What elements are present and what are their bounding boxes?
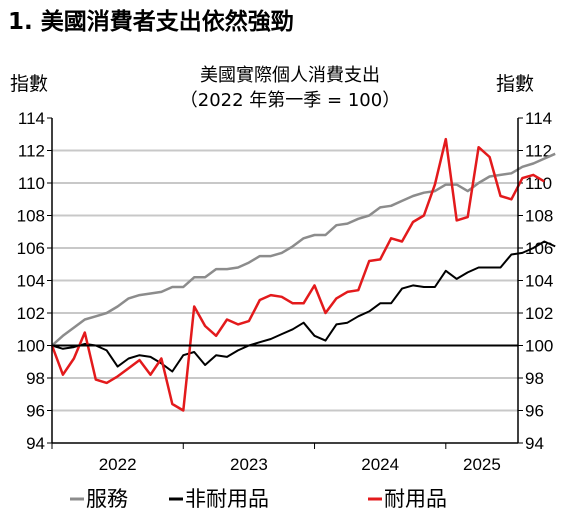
x-tick-label: 2024 bbox=[361, 455, 399, 474]
y-tick-label-right: 96 bbox=[525, 402, 544, 421]
x-tick-label: 2023 bbox=[230, 455, 268, 474]
y-tick-label-right: 100 bbox=[525, 337, 553, 356]
series-line-1 bbox=[51, 240, 556, 373]
legend-label-services: 服務 bbox=[86, 487, 128, 511]
y-tick-label-right: 94 bbox=[525, 434, 544, 453]
y-tick-label-right: 114 bbox=[525, 109, 552, 128]
y-tick-label-right: 102 bbox=[525, 304, 553, 323]
y-ticks-right: 94 96 98 100 102 104 106 108 110 112 114 bbox=[518, 109, 553, 453]
y-tick-label-left: 96 bbox=[26, 402, 45, 421]
y-tick-label-right: 110 bbox=[525, 174, 552, 193]
y-tick-label-left: 100 bbox=[17, 337, 45, 356]
y-tick-label-left: 110 bbox=[18, 174, 45, 193]
legend-label-durables: 耐用品 bbox=[384, 487, 447, 511]
y-tick-label-right: 98 bbox=[525, 369, 544, 388]
y-tick-label-right: 108 bbox=[525, 207, 553, 226]
y-tick-label-left: 106 bbox=[17, 239, 45, 258]
y-tick-label-right: 112 bbox=[525, 142, 552, 161]
legend-label-nondurables: 非耐用品 bbox=[185, 487, 269, 511]
y-axis-label-right: 指數 bbox=[496, 73, 534, 95]
y-axis-label-left: 指數 bbox=[10, 73, 48, 95]
y-tick-label-left: 108 bbox=[17, 207, 45, 226]
axes bbox=[51, 118, 519, 444]
y-tick-label-right: 104 bbox=[525, 272, 553, 291]
y-tick-label-right: 106 bbox=[525, 239, 553, 258]
x-ticks: 2022 2023 2024 2025 bbox=[51, 443, 501, 474]
y-ticks-left: 94 96 98 100 102 104 106 108 110 112 114 bbox=[17, 109, 52, 453]
chart-subtitle: （2022 年第一季 = 100） bbox=[180, 90, 400, 111]
series-line-2 bbox=[50, 137, 545, 412]
gridlines bbox=[52, 149, 518, 412]
legend: 服務 非耐用品 耐用品 bbox=[70, 487, 447, 511]
y-tick-label-left: 114 bbox=[18, 109, 45, 128]
y-tick-label-left: 94 bbox=[26, 434, 45, 453]
x-tick-label: 2022 bbox=[99, 455, 137, 474]
series-lines bbox=[50, 137, 556, 412]
y-tick-label-left: 98 bbox=[26, 369, 45, 388]
y-tick-label-left: 112 bbox=[18, 142, 45, 161]
y-tick-label-left: 102 bbox=[17, 304, 45, 323]
y-tick-label-left: 104 bbox=[17, 272, 45, 291]
page-heading: 1. 美國消費者支出依然強勁 bbox=[8, 9, 294, 35]
x-tick-label: 2025 bbox=[463, 455, 501, 474]
chart-title: 美國實際個人消費支出 bbox=[200, 65, 380, 86]
